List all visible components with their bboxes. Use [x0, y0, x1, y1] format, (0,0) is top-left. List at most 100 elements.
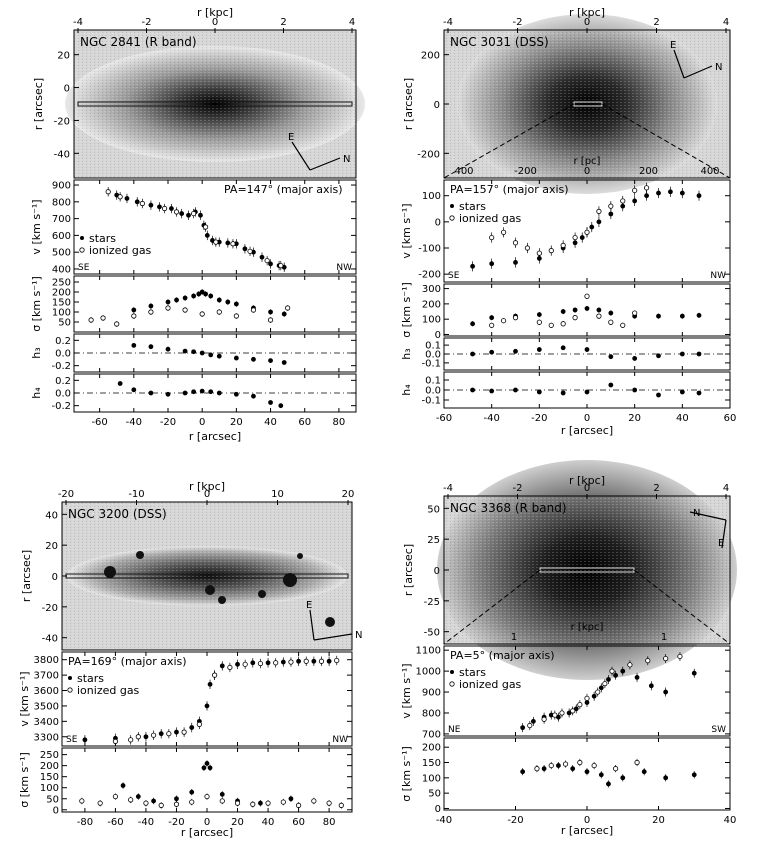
star-point	[632, 198, 638, 204]
ytick-label: 1000	[416, 667, 441, 678]
top-axis-label: r [kpc]	[569, 474, 605, 487]
ytick-label: 250	[52, 278, 71, 289]
bottom-tick-label: -40	[126, 417, 142, 428]
star-point	[165, 299, 171, 305]
star-point	[201, 765, 207, 771]
legend-stars: stars	[89, 232, 116, 245]
gas-point	[278, 263, 284, 269]
top-tick-label: -4	[443, 483, 453, 494]
gas-point	[88, 317, 94, 323]
image-ytick-label: -200	[417, 149, 440, 160]
gas-point	[584, 293, 590, 299]
gas-point	[204, 793, 210, 800]
bottom-tick-label: -20	[531, 413, 547, 424]
galaxy-image-grain	[444, 30, 730, 178]
star-point	[608, 354, 614, 360]
ytick-label: 0	[435, 330, 441, 341]
star-point	[556, 763, 561, 768]
star-point	[566, 710, 572, 716]
star-point	[596, 219, 602, 225]
gas-point	[247, 248, 253, 254]
star-point	[573, 706, 579, 712]
star-point	[278, 403, 284, 409]
star-point	[148, 344, 154, 350]
legend-gas: ionized gas	[459, 212, 522, 225]
pa-label: PA=157° (major axis)	[450, 183, 569, 196]
star-point	[606, 677, 611, 682]
ytick-label: 800	[52, 197, 71, 208]
gas-point	[326, 800, 332, 806]
star-point	[696, 351, 702, 357]
panel-frame	[61, 747, 353, 813]
star-point	[151, 798, 156, 804]
top-tick-label: 2	[280, 17, 286, 28]
panel-3: 0.10.0-0.1 h₄	[400, 371, 731, 409]
gas-point	[100, 315, 106, 321]
star-point	[198, 212, 203, 218]
gas-point	[595, 689, 601, 695]
star-point	[280, 659, 286, 665]
gas-point	[128, 737, 134, 743]
ytick-label: -0.1	[421, 358, 441, 369]
star-point	[219, 791, 225, 797]
star-point	[242, 246, 248, 252]
inner-axis-tick: -200	[514, 166, 537, 177]
star-point	[131, 387, 137, 393]
ytick-label: 900	[422, 688, 441, 699]
top-tick-label: 4	[723, 483, 729, 494]
star-point	[696, 390, 702, 396]
ytick-label: 0.1	[425, 376, 441, 387]
ytick-label: 800	[422, 708, 441, 719]
gas-point	[212, 672, 218, 678]
star-point	[470, 263, 476, 269]
top-tick-label: -10	[128, 489, 144, 500]
ytick-label: 150	[52, 298, 71, 309]
bottom-tick-label: 0	[584, 413, 590, 424]
star-point	[584, 389, 590, 395]
gas-point	[166, 731, 172, 737]
ytick-label: 3300	[34, 732, 59, 743]
bottom-tick-label: 60	[298, 417, 311, 428]
ytick-label: 900	[52, 181, 71, 192]
legend-stars-marker	[450, 204, 454, 208]
gas-point	[311, 798, 317, 804]
star-point	[265, 660, 271, 666]
side-left-label: NE	[448, 725, 461, 735]
star-point	[207, 681, 213, 687]
ytick-label: 50	[428, 789, 441, 800]
star-point	[251, 393, 256, 399]
image-ytick-label: -25	[424, 597, 440, 608]
star-point	[696, 193, 702, 199]
gas-point	[189, 799, 195, 805]
star-point	[199, 350, 205, 356]
star-point	[489, 261, 495, 267]
gas-point	[295, 802, 302, 808]
bottom-tick-label: 60	[724, 413, 737, 424]
legend-gas: ionized gas	[89, 244, 152, 257]
bottom-tick-label: 20	[231, 817, 244, 828]
side-left-label: SE	[448, 271, 460, 281]
star-point	[250, 660, 256, 666]
top-tick-label: 4	[723, 17, 729, 28]
star-point	[691, 772, 697, 778]
inner-axis-tick: 0	[584, 166, 590, 177]
star-point	[296, 658, 301, 664]
panel-ylabel: h₃	[30, 347, 43, 358]
bottom-axis-label: r [arcsec]	[561, 824, 613, 837]
image-ylabel: r [arcsec]	[402, 544, 415, 596]
star-point	[489, 349, 495, 355]
gas-point	[512, 315, 519, 321]
star-point	[613, 672, 618, 678]
ytick-label: 50	[58, 318, 71, 329]
star-point	[513, 387, 518, 393]
image-ytick-label: 0	[434, 100, 440, 111]
gas-point	[663, 655, 669, 662]
panel-ylabel: h₄	[400, 384, 413, 396]
star-point	[186, 212, 191, 218]
panel-ylabel: σ [km s⁻¹]	[400, 282, 413, 338]
compass-e-arrow	[291, 141, 311, 171]
star-point	[606, 781, 611, 787]
ytick-label: 100	[422, 773, 441, 784]
